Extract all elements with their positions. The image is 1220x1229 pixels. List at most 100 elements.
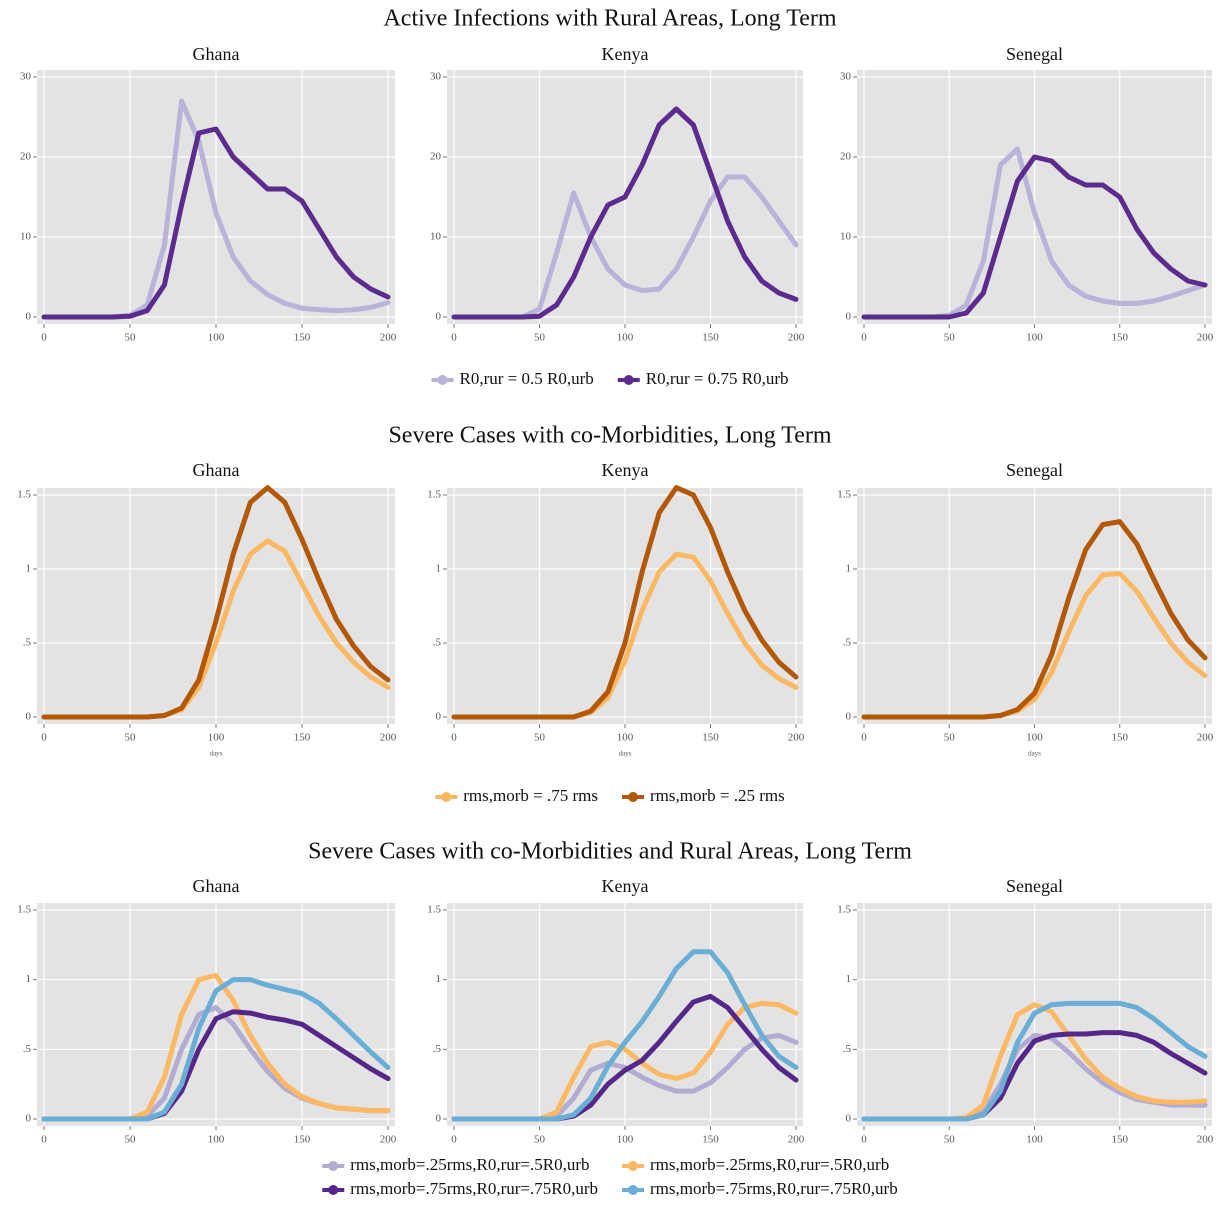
series-line <box>41 977 391 1122</box>
legend-marker <box>328 1161 339 1171</box>
x-tick-label: 100 <box>617 732 634 744</box>
x-axis-label: days <box>210 750 223 758</box>
y-tick-label: 1 <box>26 563 32 575</box>
legend-label: rms,morb = .75 rms <box>463 786 598 805</box>
x-tick-label: 50 <box>125 332 137 344</box>
x-tick-label: 100 <box>617 332 634 344</box>
y-tick-label: 1.5 <box>837 904 851 916</box>
y-tick-label: .5 <box>433 637 442 649</box>
x-tick-label: 200 <box>380 1134 397 1146</box>
y-tick-label: 0 <box>436 1113 442 1125</box>
legend-item: rms,morb=.75rms,R0,rur=.75R0,urb <box>322 1179 598 1198</box>
panel-title: Ghana <box>193 44 240 64</box>
panel-title: Ghana <box>193 460 240 480</box>
y-tick-label: 20 <box>20 151 32 163</box>
x-tick-label: 150 <box>1112 732 1129 744</box>
x-tick-label: 50 <box>534 732 546 744</box>
y-tick-label: 30 <box>20 71 32 83</box>
x-tick-label: 0 <box>41 732 47 744</box>
legend-marker <box>628 792 638 802</box>
x-tick-label: 50 <box>125 732 137 744</box>
legend-label: rms,morb=.75rms,R0,rur=.75R0,urb <box>350 1179 598 1198</box>
row-title: Severe Cases with co-Morbidities and Rur… <box>308 839 912 865</box>
legend-label: rms,morb=.25rms,R0,rur=.5R0,urb <box>650 1155 889 1174</box>
y-tick-label: 30 <box>430 71 442 83</box>
y-tick-label: 1 <box>26 973 32 985</box>
x-tick-label: 100 <box>1026 732 1043 744</box>
x-tick-label: 0 <box>41 1134 47 1146</box>
x-tick-label: 200 <box>788 332 805 344</box>
series-line <box>451 106 799 320</box>
y-tick-label: 1.5 <box>427 904 441 916</box>
y-tick-label: 10 <box>20 231 32 243</box>
y-tick-label: .5 <box>23 1043 32 1055</box>
legend-marker <box>628 1161 638 1171</box>
x-tick-label: 200 <box>1197 1134 1214 1146</box>
series-line <box>451 485 799 720</box>
y-tick-label: .5 <box>433 1043 442 1055</box>
panel-title: Kenya <box>602 876 649 896</box>
x-tick-label: 0 <box>451 732 457 744</box>
y-tick-label: 0 <box>26 711 32 723</box>
x-tick-label: 200 <box>788 732 805 744</box>
x-tick-label: 200 <box>380 732 397 744</box>
series-line <box>861 1000 1208 1122</box>
x-tick-label: 50 <box>944 732 956 744</box>
row-title: Active Infections with Rural Areas, Long… <box>383 6 836 32</box>
x-tick-label: 150 <box>702 332 719 344</box>
y-tick-label: 0 <box>846 311 852 323</box>
legend-item: R0,rur = 0.75 R0,urb <box>617 369 789 388</box>
panel-title: Senegal <box>1006 44 1063 64</box>
y-tick-label: .5 <box>23 637 32 649</box>
panel-title: Kenya <box>602 44 649 64</box>
legend-marker <box>441 792 452 802</box>
x-tick-label: 150 <box>294 732 311 744</box>
x-tick-label: 100 <box>208 332 225 344</box>
y-tick-label: 30 <box>840 71 852 83</box>
legend-marker <box>328 1185 339 1195</box>
x-tick-label: 150 <box>294 1134 311 1146</box>
y-tick-label: 1.5 <box>837 489 851 501</box>
x-tick-label: 0 <box>451 332 457 344</box>
x-tick-label: 100 <box>617 1134 634 1146</box>
y-tick-label: 0 <box>846 1113 852 1125</box>
x-tick-label: 150 <box>1112 332 1129 344</box>
panel-title: Senegal <box>1006 876 1063 896</box>
y-tick-label: .5 <box>843 1043 852 1055</box>
y-tick-label: 1 <box>846 973 852 985</box>
x-tick-label: 0 <box>41 332 47 344</box>
y-tick-label: 0 <box>436 711 442 723</box>
series-line <box>41 126 391 320</box>
legend-item: rms,morb=.25rms,R0,rur=.5R0,urb <box>622 1155 889 1174</box>
x-tick-label: 150 <box>1112 1134 1129 1146</box>
legend-item: rms,morb=.75rms,R0,rur=.75R0,urb <box>622 1179 898 1198</box>
legend: rms,morb = .75 rms rms,morb = .25 rms <box>435 786 785 805</box>
row-title: Severe Cases with co-Morbidities, Long T… <box>388 423 831 449</box>
legend-item: R0,rur = 0.5 R0,urb <box>431 369 594 388</box>
x-tick-label: 0 <box>451 1134 457 1146</box>
x-tick-label: 50 <box>944 1134 956 1146</box>
series-line <box>451 949 799 1122</box>
x-tick-label: 0 <box>861 1134 867 1146</box>
y-tick-label: 0 <box>846 711 852 723</box>
series-line <box>41 485 391 720</box>
legend-marker <box>628 1185 638 1195</box>
legend-marker <box>623 375 634 385</box>
panel-title: Ghana <box>193 876 240 896</box>
x-tick-label: 50 <box>534 332 546 344</box>
y-tick-label: 10 <box>430 231 442 243</box>
y-tick-label: 1 <box>436 973 442 985</box>
panel-title: Senegal <box>1006 460 1063 480</box>
x-tick-label: 100 <box>208 1134 225 1146</box>
x-tick-label: 150 <box>702 732 719 744</box>
y-tick-label: 1.5 <box>17 904 31 916</box>
legend-label: R0,rur = 0.5 R0,urb <box>460 369 594 388</box>
y-tick-label: 1.5 <box>427 489 441 501</box>
x-axis-label: days <box>619 750 632 758</box>
legend-item: rms,morb=.25rms,R0,rur=.5R0,urb <box>322 1155 590 1174</box>
x-tick-label: 0 <box>861 332 867 344</box>
y-tick-label: 0 <box>26 311 32 323</box>
x-tick-label: 100 <box>208 732 225 744</box>
x-axis-label: days <box>1028 750 1041 758</box>
legend-item: rms,morb = .75 rms <box>435 786 598 805</box>
